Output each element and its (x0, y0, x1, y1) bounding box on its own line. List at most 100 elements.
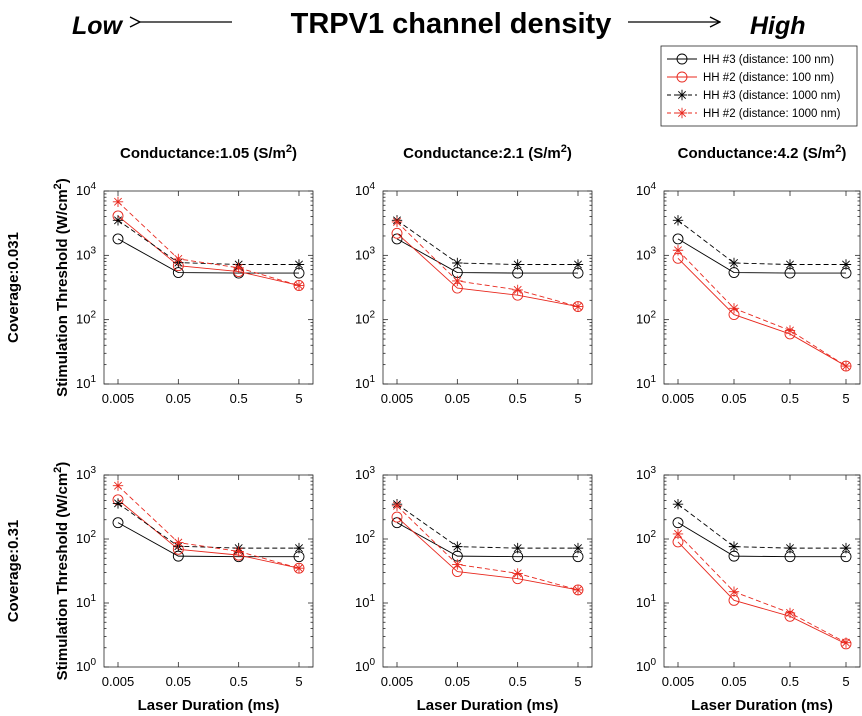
y-tick-label: 101 (76, 374, 96, 391)
series-line (117, 503, 299, 549)
x-tick-label: 5 (295, 391, 302, 406)
x-tick-label: 0.005 (662, 391, 695, 406)
data-point-asterisk (672, 528, 684, 540)
data-point-asterisk (840, 637, 852, 648)
data-point-asterisk (391, 216, 403, 228)
y-tick-label: 103 (355, 245, 375, 262)
data-point-asterisk (512, 259, 523, 270)
header-title: TRPV1 channel density (291, 8, 612, 40)
x-axis-label: Laser Duration (ms) (691, 697, 833, 714)
panel-r1-c1: 100 101 102 103 0.005 0.05 0.5 5 Laser Duration … (355, 465, 593, 714)
y-tick-label: 103 (636, 465, 656, 482)
header-high-label: High (750, 12, 806, 40)
series-line (677, 503, 846, 549)
data-point-asterisk (112, 215, 124, 226)
y-tick-label: 102 (636, 529, 656, 546)
y-axis-label: Stimulation Threshold (W/cm2) (52, 462, 71, 681)
y-tick-label: 101 (636, 593, 656, 610)
legend-circle-marker (676, 53, 688, 65)
data-point-asterisk (728, 541, 740, 552)
data-point-asterisk (784, 542, 796, 554)
y-tick-label: 102 (76, 529, 96, 546)
x-tick-label: 0.5 (509, 391, 527, 406)
y-tick-label: 103 (636, 245, 656, 262)
data-point-asterisk (728, 303, 740, 314)
data-point-asterisk (784, 607, 796, 619)
series-line (396, 232, 579, 307)
legend-entry-label: HH #3 (distance: 100 nm) (703, 54, 834, 66)
series-line (117, 238, 299, 274)
data-point-asterisk (173, 253, 184, 265)
panel-r0-c1: 101 102 103 104 0.005 0.05 0.5 5 Conductance:2.1… (355, 143, 593, 406)
data-point-asterisk (293, 280, 305, 291)
x-tick-label: 0.5 (230, 674, 248, 689)
row-label: Coverage:0.031 (5, 232, 22, 343)
x-tick-label: 0.05 (445, 674, 470, 689)
x-tick-label: 0.005 (381, 674, 414, 689)
legend-circle-marker (676, 71, 688, 83)
series-line (117, 219, 299, 265)
data-point-asterisk (572, 259, 584, 270)
x-axis-label: Laser Duration (ms) (138, 697, 280, 714)
x-tick-label: 0.005 (381, 391, 414, 406)
series-line (117, 522, 299, 558)
y-tick-label: 100 (76, 657, 96, 674)
axes-box (382, 474, 593, 668)
series-line (117, 215, 300, 286)
data-point-asterisk (572, 584, 584, 596)
x-tick-label: 0.05 (445, 391, 470, 406)
data-point-asterisk (512, 284, 523, 296)
data-point-asterisk (452, 541, 463, 552)
data-point-asterisk (452, 275, 463, 287)
series-line (396, 516, 579, 591)
x-tick-label: 0.005 (662, 674, 695, 689)
series-line (117, 499, 300, 569)
data-point-asterisk (391, 500, 403, 512)
y-tick-label: 101 (76, 593, 96, 610)
y-tick-label: 103 (355, 465, 375, 482)
data-point-asterisk (293, 542, 305, 554)
x-tick-label: 0.005 (102, 391, 135, 406)
data-point-asterisk (840, 259, 852, 270)
y-tick-label: 100 (355, 657, 375, 674)
column-title: Conductance:1.05 (S/m2) (120, 143, 297, 162)
legend-asterisk-marker (676, 89, 688, 101)
panel-r0-c0: 101 102 103 104 0.005 0.05 0.5 5 Conductance:1.0… (5, 143, 314, 406)
x-tick-label: 0.5 (781, 674, 799, 689)
x-tick-label: 0.05 (166, 391, 191, 406)
column-title: Conductance:4.2 (S/m2) (678, 143, 847, 162)
axes-box (103, 190, 314, 385)
data-point-asterisk (672, 215, 684, 226)
data-point-asterisk (672, 245, 684, 256)
x-tick-label: 5 (574, 391, 581, 406)
y-tick-label: 104 (76, 181, 96, 198)
series-line (396, 505, 579, 591)
column-title: Conductance:2.1 (S/m2) (403, 143, 572, 162)
legend: HH #3 (distance: 100 nm) HH #2 (distance:… (660, 45, 858, 127)
y-tick-label: 104 (355, 181, 375, 198)
y-tick-label: 101 (636, 374, 656, 391)
x-tick-label: 0.05 (721, 391, 746, 406)
axes-box (103, 474, 314, 668)
data-point-asterisk (840, 542, 852, 554)
row-label: Coverage:0.31 (5, 520, 22, 623)
legend-entry-label: HH #2 (distance: 100 nm) (703, 72, 834, 84)
x-tick-label: 0.5 (781, 391, 799, 406)
data-point-circle (112, 517, 124, 529)
axes-box (663, 474, 861, 668)
series-line (117, 201, 300, 286)
x-tick-label: 0.5 (509, 674, 527, 689)
series-line (396, 219, 578, 265)
series-line (677, 219, 846, 265)
data-point-asterisk (572, 301, 584, 312)
data-point-circle (391, 227, 403, 239)
data-point-asterisk (728, 586, 740, 597)
series-line (677, 541, 847, 645)
data-point-circle (672, 233, 684, 245)
series-line (396, 503, 578, 549)
legend-asterisk-marker (676, 107, 688, 119)
x-tick-label: 5 (574, 674, 581, 689)
y-tick-label: 101 (355, 593, 375, 610)
y-tick-label: 104 (636, 181, 656, 198)
legend-entry-label: HH #3 (distance: 1000 nm) (703, 90, 841, 102)
